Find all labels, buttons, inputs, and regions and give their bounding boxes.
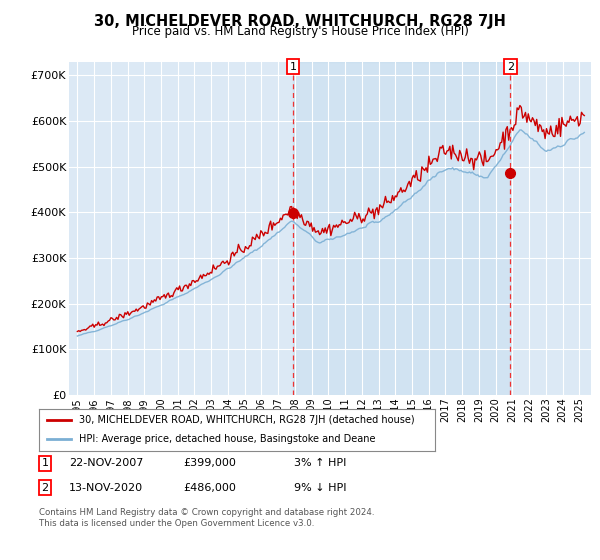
Text: 3% ↑ HPI: 3% ↑ HPI [294, 458, 346, 468]
Text: HPI: Average price, detached house, Basingstoke and Deane: HPI: Average price, detached house, Basi… [79, 435, 375, 445]
Text: 9% ↓ HPI: 9% ↓ HPI [294, 483, 347, 493]
Bar [293, 62, 510, 395]
Text: 2: 2 [41, 483, 49, 493]
Text: 1: 1 [41, 458, 49, 468]
Text: £399,000: £399,000 [183, 458, 236, 468]
Text: 1: 1 [290, 62, 296, 72]
Text: 30, MICHELDEVER ROAD, WHITCHURCH, RG28 7JH: 30, MICHELDEVER ROAD, WHITCHURCH, RG28 7… [94, 14, 506, 29]
Text: 30, MICHELDEVER ROAD, WHITCHURCH, RG28 7JH (detached house): 30, MICHELDEVER ROAD, WHITCHURCH, RG28 7… [79, 415, 414, 425]
Text: 22-NOV-2007: 22-NOV-2007 [69, 458, 143, 468]
Text: 2: 2 [506, 62, 514, 72]
Text: 13-NOV-2020: 13-NOV-2020 [69, 483, 143, 493]
Text: Contains HM Land Registry data © Crown copyright and database right 2024.
This d: Contains HM Land Registry data © Crown c… [39, 508, 374, 528]
Text: £486,000: £486,000 [183, 483, 236, 493]
Text: Price paid vs. HM Land Registry's House Price Index (HPI): Price paid vs. HM Land Registry's House … [131, 25, 469, 38]
